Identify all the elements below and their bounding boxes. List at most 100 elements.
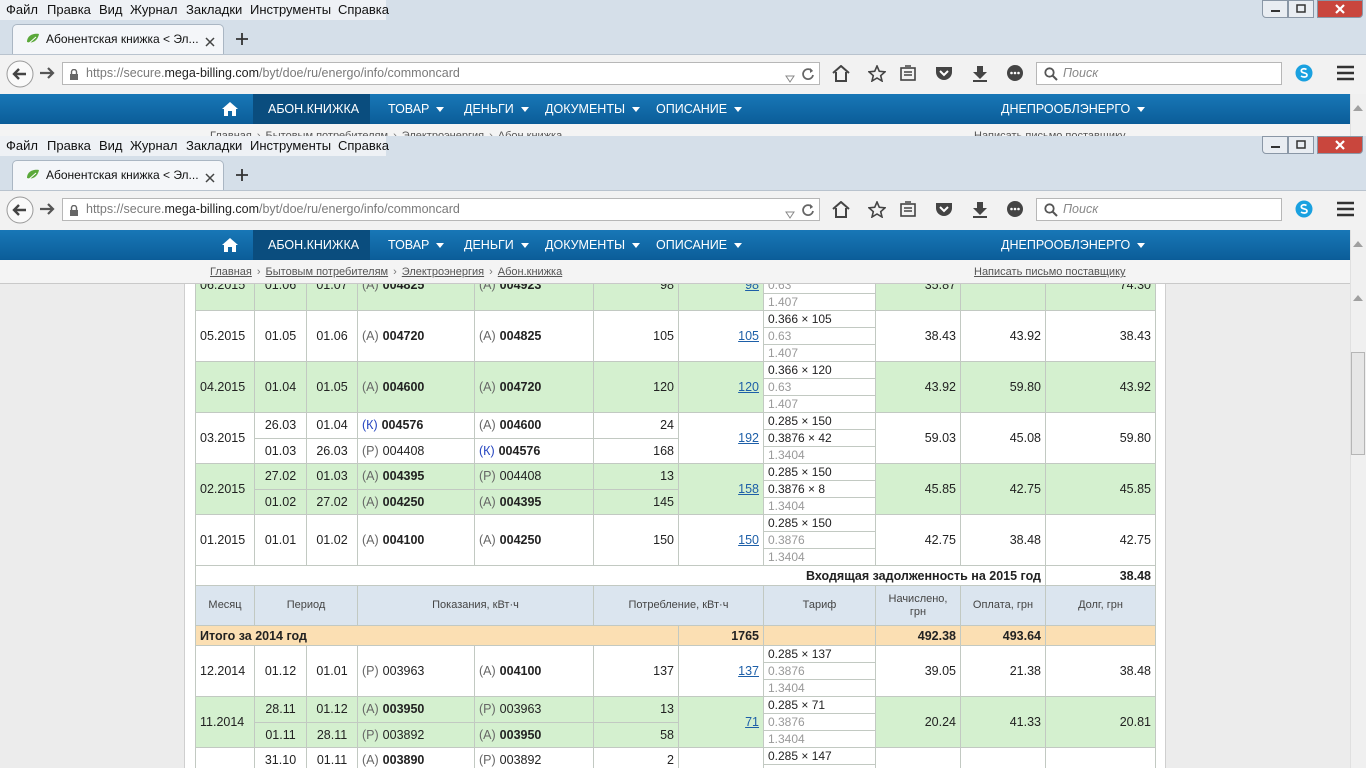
menu-item[interactable]: Журнал <box>130 138 178 153</box>
nav-item[interactable]: ТОВАР <box>388 102 444 118</box>
nav-item[interactable]: ДЕНЬГИ <box>464 102 529 118</box>
breadcrumb-link[interactable]: Главная <box>210 130 252 136</box>
menu-item[interactable]: Журнал <box>130 2 178 17</box>
reading-value: 003963 <box>382 664 425 678</box>
back-button-svg <box>6 60 34 88</box>
month-cell: 05.2015 <box>195 310 255 362</box>
nav-item-label[interactable]: ДЕНЬГИ <box>464 238 514 252</box>
breadcrumb-link[interactable]: Электроэнергия <box>401 266 485 278</box>
breadcrumb-link[interactable]: Бытовым потребителям <box>265 130 389 136</box>
menu-item[interactable]: Закладки <box>186 138 243 153</box>
scroll-up <box>1353 98 1363 111</box>
breadcrumb-link[interactable]: Абон.книжка <box>497 266 563 278</box>
nav-item[interactable]: АБОН.КНИЖКА <box>268 238 359 254</box>
tab[interactable]: Абонентская книжка < Эл... <box>12 160 224 190</box>
nav-item[interactable]: ДОКУМЕНТЫ <box>545 238 640 254</box>
nav-item-label[interactable]: ТОВАР <box>388 238 430 252</box>
period-to: 01.07 <box>306 284 358 311</box>
consumption-link[interactable]: 150 <box>738 533 759 547</box>
tab-title[interactable]: Абонентская книжка < Эл... <box>46 32 199 46</box>
tariff-line: 0.285 × 150 <box>763 463 876 481</box>
nav-region[interactable]: ДНЕПРООБЛЭНЕРГО <box>1001 102 1145 118</box>
nav-item[interactable]: АБОН.КНИЖКА <box>268 102 359 118</box>
minimize-button[interactable] <box>1262 136 1288 154</box>
meter-reading: (Р) 004408 <box>357 437 475 464</box>
breadcrumb-link[interactable]: Главная <box>210 266 252 278</box>
tab-title[interactable]: Абонентская книжка < Эл... <box>46 168 199 182</box>
url-bar[interactable]: https://secure.mega-billing.com/byt/doe/… <box>62 198 820 221</box>
nav-item-label[interactable]: ДЕНЬГИ <box>464 102 514 116</box>
consumption-link[interactable]: 71 <box>745 715 759 729</box>
nav-item[interactable]: ОПИСАНИЕ <box>656 238 742 254</box>
close-button[interactable] <box>1317 0 1363 18</box>
menu-item[interactable]: Файл <box>6 2 38 17</box>
tariff-line: 0.63 <box>763 327 876 345</box>
consumption-link[interactable]: 120 <box>738 380 759 394</box>
scroll-thumb[interactable] <box>1351 352 1365 455</box>
new-tab-button-svg <box>236 33 248 45</box>
consumption-cell: 120 <box>678 361 764 413</box>
maximize-button[interactable] <box>1288 0 1314 18</box>
url-bar[interactable]: https://secure.mega-billing.com/byt/doe/… <box>62 62 820 85</box>
consumption-link[interactable]: 98 <box>745 284 759 292</box>
nav-item-label[interactable]: ДОКУМЕНТЫ <box>545 238 626 252</box>
tariff-line: 0.63 <box>763 378 876 396</box>
menu-item[interactable]: Справка <box>338 138 389 153</box>
debt-cell: 43.92 <box>1045 361 1156 413</box>
nav-item-label[interactable]: АБОН.КНИЖКА <box>268 102 360 116</box>
breadcrumb-link[interactable]: Абон.книжка <box>497 130 563 136</box>
maximize-button[interactable] <box>1288 136 1314 154</box>
minimize-button[interactable] <box>1262 0 1288 18</box>
nav-item[interactable]: ДОКУМЕНТЫ <box>545 102 640 118</box>
menu-item[interactable]: Правка <box>47 138 91 153</box>
pocket-button-svg <box>936 67 952 80</box>
breadcrumb-separator: › <box>256 266 261 278</box>
menu-item[interactable]: Правка <box>47 2 91 17</box>
tariff-line: 0.3876 <box>763 531 876 549</box>
debt-cell: 45.85 <box>1045 463 1156 515</box>
nav-region[interactable]: ДНЕПРООБЛЭНЕРГО <box>1001 238 1145 254</box>
skype-button <box>1295 200 1313 218</box>
menu-item[interactable]: Вид <box>99 138 123 153</box>
tariff-line <box>763 764 876 768</box>
nav-item[interactable]: ДЕНЬГИ <box>464 238 529 254</box>
consumption-link[interactable]: 158 <box>738 482 759 496</box>
contact-link[interactable]: Написать письмо поставщику <box>974 266 1126 278</box>
reload-button <box>801 67 815 81</box>
nav-item-label[interactable]: ОПИСАНИЕ <box>656 238 728 252</box>
reading-value: 003892 <box>382 727 425 742</box>
menu-item[interactable]: Инструменты <box>250 138 332 153</box>
menu-item[interactable]: Файл <box>6 138 38 153</box>
nav-item-label[interactable]: ОПИСАНИЕ <box>656 102 728 116</box>
debt-cell: 38.43 <box>1045 310 1156 362</box>
menu-item[interactable]: Вид <box>99 2 123 17</box>
total-label: Итого за 2014 год <box>195 625 679 646</box>
menu-item[interactable]: Инструменты <box>250 2 332 17</box>
search-box[interactable]: Поиск <box>1036 198 1282 221</box>
nav-item-label[interactable]: ТОВАР <box>388 102 430 116</box>
consumption-link[interactable]: 105 <box>738 329 759 343</box>
nav-item[interactable]: ОПИСАНИЕ <box>656 102 742 118</box>
paid-cell: 21.38 <box>960 645 1046 697</box>
tab[interactable]: Абонентская книжка < Эл... <box>12 24 224 54</box>
period-to: 01.06 <box>306 310 358 362</box>
breadcrumb-link[interactable]: Электроэнергия <box>401 130 485 136</box>
search-box[interactable]: Поиск <box>1036 62 1282 85</box>
nav-item-label[interactable]: ДОКУМЕНТЫ <box>545 102 626 116</box>
nav-item[interactable]: ТОВАР <box>388 238 444 254</box>
nav-item-label[interactable]: АБОН.КНИЖКА <box>268 238 360 252</box>
contact-link[interactable]: Написать письмо поставщику <box>974 130 1126 136</box>
breadcrumb-link[interactable]: Бытовым потребителям <box>265 266 389 278</box>
close-button[interactable] <box>1317 136 1363 154</box>
chat-button <box>1006 65 1024 82</box>
debt-cell: 38.48 <box>1045 645 1156 697</box>
nav-region-label[interactable]: ДНЕПРООБЛЭНЕРГО <box>1001 238 1131 252</box>
menu-item[interactable]: Закладки <box>186 2 243 17</box>
sub-consumption: 58 <box>593 721 679 748</box>
nav-region-label[interactable]: ДНЕПРООБЛЭНЕРГО <box>1001 102 1131 116</box>
menu-item[interactable]: Справка <box>338 2 389 17</box>
consumption-link[interactable]: 137 <box>738 664 759 678</box>
consumption-link[interactable]: 192 <box>738 431 759 445</box>
incoming-debt-value: 38.48 <box>1045 565 1156 586</box>
tariff-line: 1.3404 <box>763 497 876 515</box>
